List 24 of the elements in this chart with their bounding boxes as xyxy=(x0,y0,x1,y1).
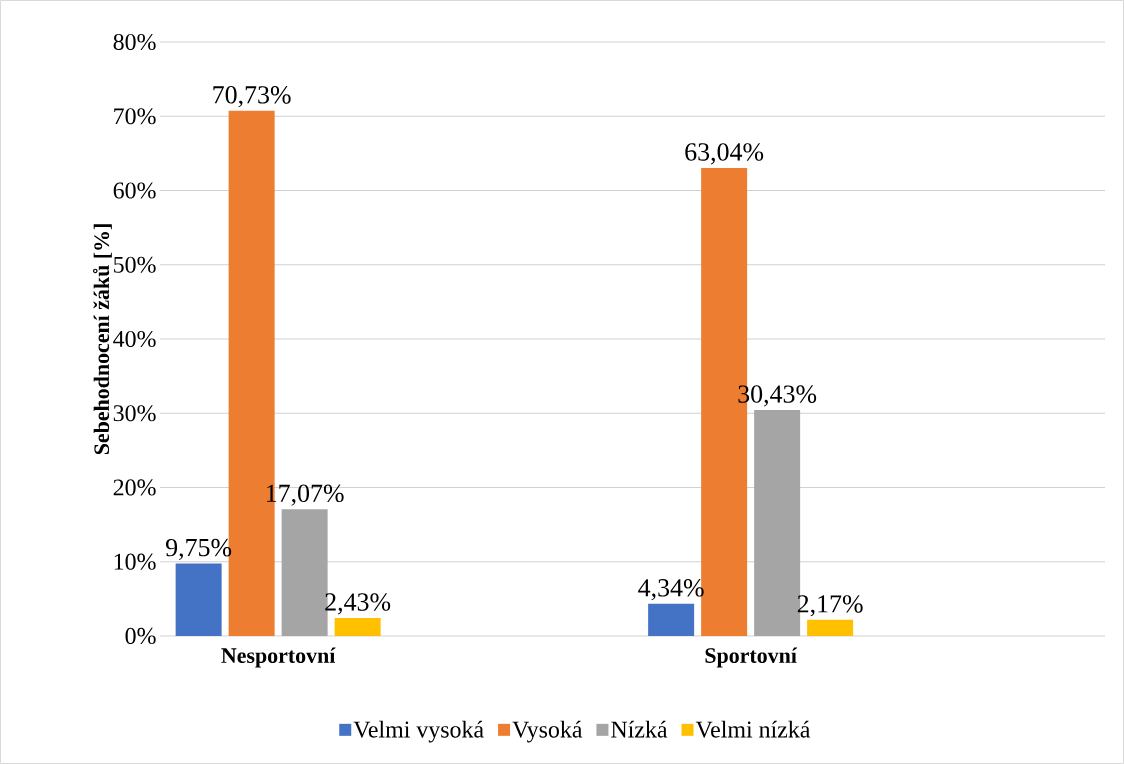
legend-label: Vysoká xyxy=(512,720,583,743)
y-tick-label: 50% xyxy=(114,256,156,273)
legend-label: Velmi nízká xyxy=(695,720,811,738)
legend-label: Nízká xyxy=(611,720,668,738)
bar xyxy=(334,617,381,636)
y-tick-label: 20% xyxy=(113,479,156,496)
bar xyxy=(648,603,695,636)
y-tick-label: 80% xyxy=(113,33,156,51)
data-label: 2,43% xyxy=(325,593,391,615)
legend-label: Velmi vysoká xyxy=(353,720,484,743)
y-tick-label: 0% xyxy=(125,627,156,645)
bar xyxy=(175,563,222,636)
y-axis-title: Sebehodnocení žáků [%] xyxy=(93,224,112,455)
y-tick-label: 40% xyxy=(113,330,156,348)
data-label: 2,17% xyxy=(797,595,863,617)
x-tick-label: Sportovní xyxy=(705,647,798,668)
data-label: 63,04% xyxy=(685,143,764,165)
y-tick-label: 30% xyxy=(113,405,156,422)
x-tick-label: Nesportovní xyxy=(221,647,336,668)
y-tick-label: 60% xyxy=(113,182,156,199)
y-tick-label: 70% xyxy=(114,108,156,125)
data-label: 70,73% xyxy=(213,86,291,108)
bar xyxy=(807,619,854,636)
y-tick-label: 10% xyxy=(114,553,156,570)
